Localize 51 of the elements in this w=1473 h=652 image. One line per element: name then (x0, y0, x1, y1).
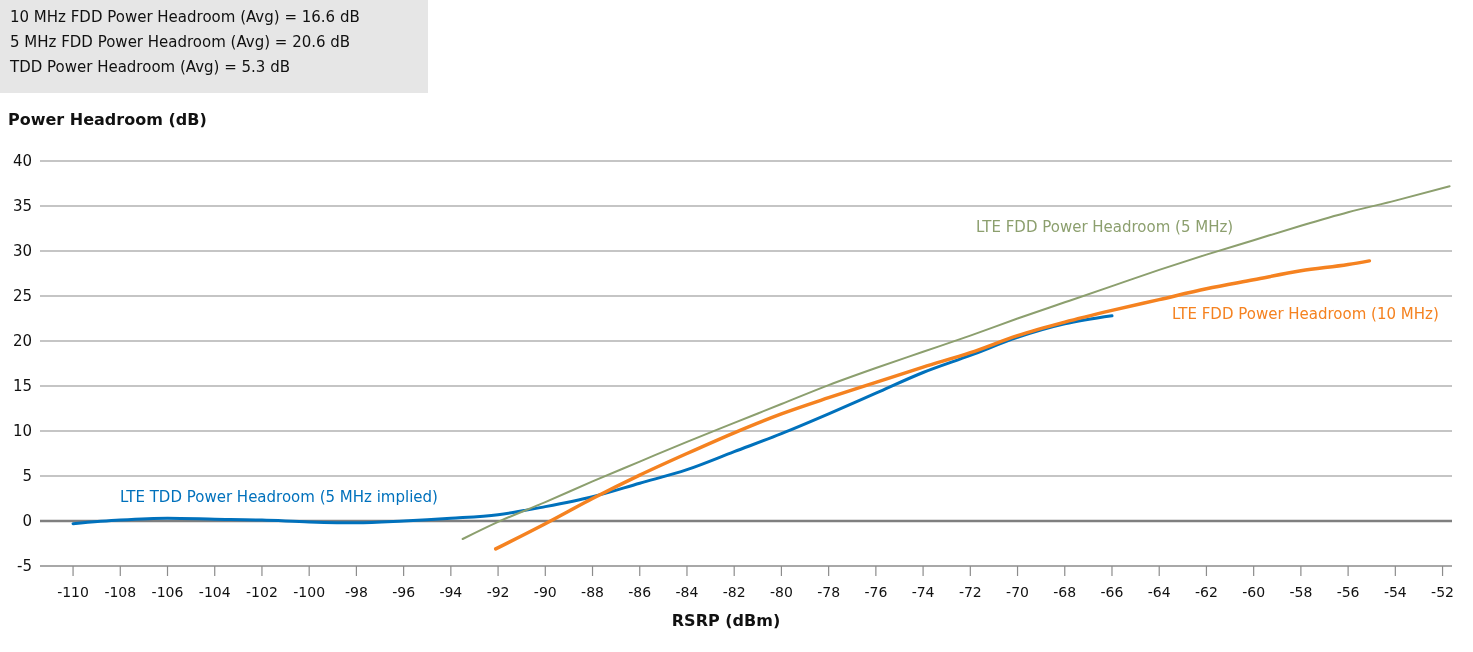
x-tick-label: -68 (1053, 584, 1077, 600)
x-tick-label: -94 (439, 584, 463, 600)
line-series (71, 314, 1114, 526)
x-tick-label: -54 (1383, 584, 1407, 600)
x-tick-label: -60 (1242, 584, 1266, 600)
y-tick-label: 35 (12, 197, 32, 216)
text: 5 MHz FDD Power Headroom (Avg) = 20.6 dB (10, 33, 351, 51)
x-tick-label: -104 (198, 584, 231, 600)
x-tick-label: -82 (722, 584, 746, 600)
x-tick-label: -74 (911, 584, 935, 600)
x-tick-label: -98 (344, 584, 368, 600)
y-tick-label: 0 (22, 512, 32, 531)
y-tick-label: 40 (12, 152, 32, 171)
x-tick-label: -52 (1431, 584, 1454, 600)
x-axis-title: RSRP (dBm) (671, 611, 781, 630)
text: 10 MHz FDD Power Headroom (Avg) = 16.6 dB (10, 8, 360, 26)
y-tick-label: 10 (12, 422, 32, 441)
x-tick-label: -76 (864, 584, 888, 600)
x-tick-label: -56 (1336, 584, 1360, 600)
x-tick-label: -100 (293, 584, 326, 600)
line-series (461, 185, 1451, 540)
x-tick-label: -72 (958, 584, 982, 600)
y-tick-label: 20 (12, 332, 32, 351)
y-tick-label: 25 (12, 287, 32, 306)
x-tick-label: -108 (104, 584, 137, 600)
line-series (493, 259, 1372, 551)
series-label: LTE TDD Power Headroom (5 MHz implied) (120, 488, 438, 506)
x-tick-label: -96 (392, 584, 416, 600)
y-axis-title: Power Headroom (dB) (8, 110, 207, 129)
x-tick-label: -102 (246, 584, 278, 600)
x-tick-label: -110 (57, 584, 89, 600)
y-tick-label: 30 (12, 242, 32, 261)
x-tick-label: -88 (581, 584, 604, 600)
x-tick-label: -58 (1289, 584, 1313, 600)
series-label: LTE FDD Power Headroom (5 MHz) (976, 218, 1234, 236)
x-tick-label: -80 (769, 584, 793, 600)
y-tick-label: 15 (12, 377, 32, 396)
text: TDD Power Headroom (Avg) = 5.3 dB (9, 58, 290, 76)
x-tick-label: -78 (817, 584, 841, 600)
y-tick-label: 5 (22, 467, 32, 486)
x-tick-label: -86 (628, 584, 652, 600)
x-tick-label: -106 (151, 584, 184, 600)
y-tick-label: -5 (17, 557, 32, 576)
x-tick-label: -70 (1006, 584, 1029, 600)
x-tick-label: -64 (1147, 584, 1171, 600)
series-label: LTE FDD Power Headroom (10 MHz) (1172, 305, 1439, 323)
x-tick-label: -84 (675, 584, 699, 600)
x-tick-label: -90 (533, 584, 557, 600)
x-tick-label: -92 (486, 584, 510, 600)
x-tick-label: -66 (1100, 584, 1124, 600)
x-tick-label: -62 (1195, 584, 1218, 600)
